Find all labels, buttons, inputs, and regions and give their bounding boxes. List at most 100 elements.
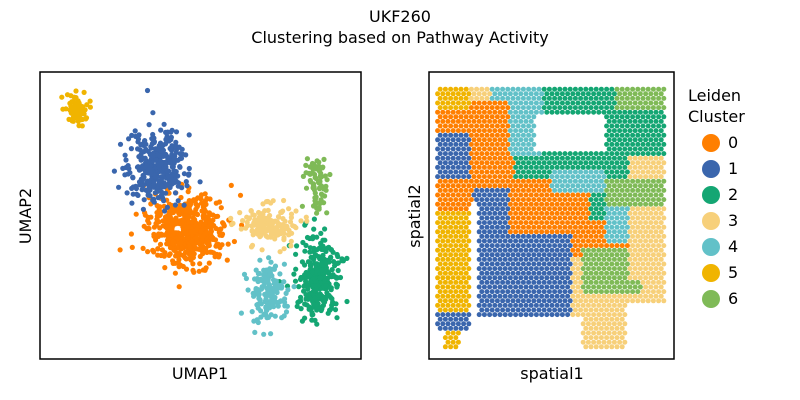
spatial-spot	[435, 256, 441, 262]
umap-point	[173, 139, 179, 145]
spatial-spot	[632, 275, 638, 281]
spatial-spot	[484, 252, 490, 258]
spatial-spot	[635, 261, 641, 267]
spatial-spot	[588, 307, 594, 313]
spatial-spot	[570, 91, 576, 97]
spatial-spot	[458, 178, 464, 184]
spatial-spot	[648, 109, 654, 115]
spatial-spot	[593, 206, 599, 212]
spatial-spot	[598, 316, 604, 322]
spatial-spot	[591, 210, 597, 216]
spatial-spot	[559, 312, 565, 318]
spatial-spot	[559, 109, 565, 115]
spatial-spot	[455, 284, 461, 290]
spatial-spot	[588, 86, 594, 92]
spatial-spot	[484, 86, 490, 92]
spatial-spot	[455, 118, 461, 124]
spatial-spot	[440, 183, 446, 189]
spatial-spot	[619, 261, 625, 267]
spatial-spot	[510, 243, 516, 249]
spatial-spot	[617, 137, 623, 143]
umap-point	[335, 253, 341, 260]
spatial-spot	[598, 252, 604, 258]
spatial-spot	[591, 164, 597, 170]
spatial-spot	[510, 123, 516, 129]
umap-point	[326, 244, 332, 250]
spatial-spot	[435, 192, 441, 198]
spatial-spot	[494, 289, 500, 295]
spatial-spot	[437, 141, 443, 147]
umap-point	[145, 167, 151, 173]
spatial-spot	[609, 261, 615, 267]
umap-point	[219, 242, 225, 248]
umap-point	[158, 252, 164, 259]
spatial-spot	[479, 243, 485, 249]
spatial-spot	[585, 330, 591, 336]
spatial-spot	[565, 247, 571, 253]
umap-point	[188, 229, 194, 235]
spatial-spot	[487, 192, 493, 198]
spatial-spot	[463, 261, 469, 267]
spatial-spot	[611, 312, 617, 318]
spatial-spot	[588, 243, 594, 249]
spatial-spot	[617, 100, 623, 106]
spatial-spot	[645, 224, 651, 230]
spatial-spot	[643, 238, 649, 244]
spatial-spot	[450, 137, 456, 143]
spatial-spot	[580, 238, 586, 244]
umap-point	[303, 292, 309, 298]
spatial-spot	[479, 307, 485, 313]
spatial-spot	[539, 210, 545, 216]
spatial-spot	[461, 284, 467, 290]
spatial-spot	[505, 307, 511, 313]
spatial-spot	[476, 91, 482, 97]
spatial-spot	[658, 137, 664, 143]
spatial-spot	[575, 100, 581, 106]
spatial-spot	[435, 312, 441, 318]
spatial-spot	[580, 256, 586, 262]
spatial-spot	[658, 284, 664, 290]
umap-point	[215, 213, 221, 219]
umap-point	[167, 160, 173, 166]
spatial-spot	[617, 284, 623, 290]
spatial-spot	[640, 95, 646, 101]
spatial-spot	[609, 114, 615, 120]
umap-point	[224, 257, 230, 263]
spatial-spot	[450, 256, 456, 262]
umap-point	[173, 143, 179, 149]
spatial-spot	[567, 289, 573, 295]
spatial-spot	[554, 210, 560, 216]
spatial-spot	[513, 91, 519, 97]
spatial-spot	[656, 197, 662, 203]
umap-point	[164, 204, 170, 210]
spatial-spot	[463, 325, 469, 331]
umap-point	[267, 268, 273, 274]
spatial-spot	[458, 279, 464, 285]
umap-point	[267, 292, 273, 299]
spatial-spot	[479, 187, 485, 193]
umap-point	[249, 309, 255, 315]
spatial-spot	[611, 201, 617, 207]
spatial-spot	[578, 160, 584, 166]
spatial-spot	[622, 256, 628, 262]
spatial-spot	[523, 164, 529, 170]
spatial-spot	[643, 210, 649, 216]
spatial-spot	[578, 270, 584, 276]
spatial-spot	[578, 261, 584, 267]
spatial-spot	[505, 243, 511, 249]
spatial-spot	[440, 220, 446, 226]
spatial-spot	[596, 339, 602, 345]
spatial-spot	[578, 279, 584, 285]
spatial-spot	[492, 146, 498, 152]
spatial-spot	[455, 275, 461, 281]
spatial-spot	[609, 279, 615, 285]
spatial-spot	[448, 160, 454, 166]
spatial-spot	[497, 220, 503, 226]
spatial-spot	[546, 178, 552, 184]
spatial-spot	[617, 91, 623, 97]
spatial-spot	[622, 164, 628, 170]
spatial-spot	[481, 256, 487, 262]
spatial-spot	[440, 128, 446, 134]
spatial-spot	[546, 243, 552, 249]
spatial-spot	[458, 224, 464, 230]
